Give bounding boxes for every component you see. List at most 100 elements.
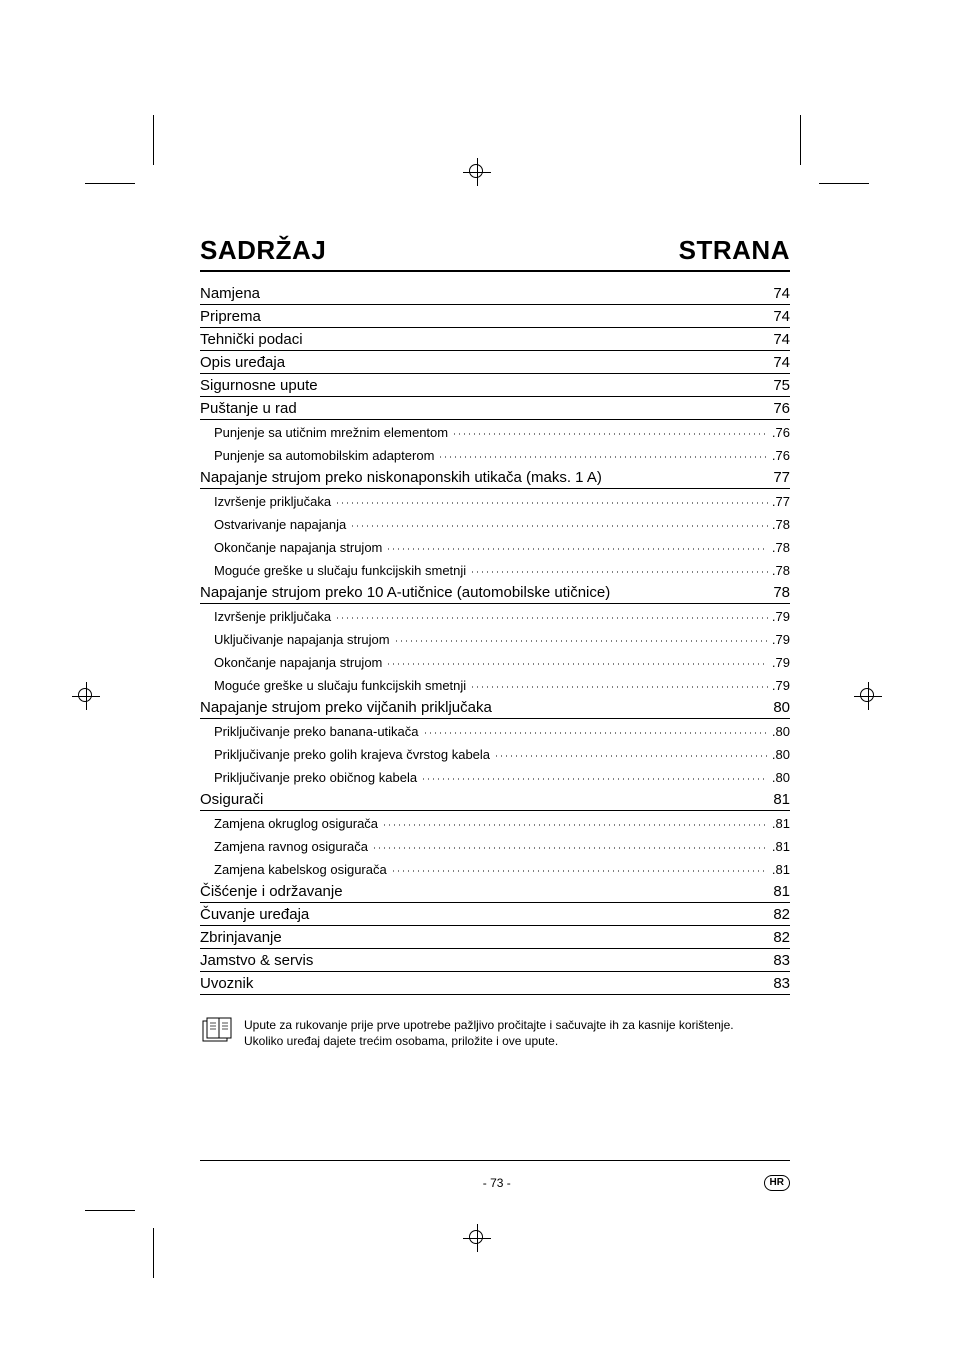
toc-sub-page: .80 bbox=[772, 747, 790, 762]
toc-sub-label: Zamjena kabelskog osigurača bbox=[214, 862, 387, 877]
toc-leader-dots bbox=[423, 723, 768, 736]
toc-section-page: 82 bbox=[762, 929, 790, 946]
toc-section-label: Sigurnosne upute bbox=[200, 377, 318, 394]
toc-leader-dots bbox=[421, 769, 768, 782]
crop-mark bbox=[153, 115, 154, 165]
toc-sub-row: Zamjena kabelskog osigurača .81 bbox=[214, 857, 790, 880]
toc-sub-label: Uključivanje napajanja strujom bbox=[214, 632, 390, 647]
language-badge: HR bbox=[764, 1175, 790, 1191]
footer-rule bbox=[200, 1160, 790, 1161]
toc-section-page: 74 bbox=[762, 354, 790, 371]
toc-section-row: Sigurnosne upute 75 bbox=[200, 374, 790, 397]
toc-sub-label: Okončanje napajanja strujom bbox=[214, 655, 382, 670]
toc-sub-label: Moguće greške u slučaju funkcijskih smet… bbox=[214, 678, 466, 693]
crop-mark bbox=[800, 115, 801, 165]
toc-section-label: Napajanje strujom preko 10 A-utičnice (a… bbox=[200, 584, 610, 601]
crop-mark bbox=[85, 1210, 135, 1211]
registration-mark bbox=[854, 682, 882, 710]
toc-leader-dots bbox=[452, 424, 768, 437]
toc-sub-page: .81 bbox=[772, 839, 790, 854]
toc-sub-label: Izvršenje priključaka bbox=[214, 609, 331, 624]
toc-section-row: Osigurači81 bbox=[200, 788, 790, 811]
toc-sub-page: .76 bbox=[772, 425, 790, 440]
toc-sub-page: .80 bbox=[772, 770, 790, 785]
toc-section-row: Napajanje strujom preko 10 A-utičnice (a… bbox=[200, 581, 790, 604]
registration-mark bbox=[463, 1224, 491, 1252]
registration-mark bbox=[72, 682, 100, 710]
toc-sub-label: Izvršenje priključaka bbox=[214, 494, 331, 509]
toc-section-label: Zbrinjavanje bbox=[200, 929, 282, 946]
toc-section-row: Čišćenje i održavanje 81 bbox=[200, 880, 790, 903]
toc-leader-dots bbox=[391, 861, 768, 874]
page-content: SADRŽAJ STRANA Namjena74Priprema74Tehnič… bbox=[200, 235, 790, 1049]
note-line-1: Upute za rukovanje prije prve upotrebe p… bbox=[244, 1017, 734, 1033]
note-line-2: Ukoliko uređaj dajete trećim osobama, pr… bbox=[244, 1033, 734, 1049]
toc-section-row: Jamstvo & servis83 bbox=[200, 949, 790, 972]
toc-section-page: 83 bbox=[762, 952, 790, 969]
toc-section-page: 75 bbox=[762, 377, 790, 394]
toc-sub-page: .79 bbox=[772, 609, 790, 624]
toc-section-label: Čišćenje i održavanje bbox=[200, 883, 343, 900]
toc-sub-label: Okončanje napajanja strujom bbox=[214, 540, 382, 555]
crop-mark bbox=[819, 183, 869, 184]
toc-sub-row: Priključivanje preko golih krajeva čvrst… bbox=[214, 742, 790, 765]
toc-sub-page: .78 bbox=[772, 540, 790, 555]
toc-sub-row: Zamjena okruglog osigurača .81 bbox=[214, 811, 790, 834]
toc-section-label: Osigurači bbox=[200, 791, 263, 808]
toc-section-page: 74 bbox=[762, 331, 790, 348]
toc-section-page: 74 bbox=[762, 285, 790, 302]
toc-sub-row: Okončanje napajanja strujom .78 bbox=[214, 535, 790, 558]
toc-section-row: Tehnički podaci 74 bbox=[200, 328, 790, 351]
toc-section-label: Namjena bbox=[200, 285, 260, 302]
toc-sub-row: Izvršenje priključaka .79 bbox=[214, 604, 790, 627]
toc-sub-row: Priključivanje preko običnog kabela .80 bbox=[214, 765, 790, 788]
toc-section-page: 82 bbox=[762, 906, 790, 923]
toc-sub-label: Punjenje sa automobilskim adapterom bbox=[214, 448, 434, 463]
toc-sub-label: Priključivanje preko običnog kabela bbox=[214, 770, 417, 785]
toc-leader-dots bbox=[382, 815, 768, 828]
toc-sub-label: Priključivanje preko golih krajeva čvrst… bbox=[214, 747, 490, 762]
toc-sub-row: Punjenje sa utičnim mrežnim elementom .76 bbox=[214, 420, 790, 443]
toc-list: Namjena74Priprema74Tehnički podaci74Opis… bbox=[200, 282, 790, 995]
toc-section-row: Namjena 74 bbox=[200, 282, 790, 305]
toc-section-row: Zbrinjavanje 82 bbox=[200, 926, 790, 949]
toc-sub-label: Ostvarivanje napajanja bbox=[214, 517, 346, 532]
toc-section-label: Napajanje strujom preko vijčanih priklju… bbox=[200, 699, 492, 716]
heading-left: SADRŽAJ bbox=[200, 235, 326, 266]
toc-leader-dots bbox=[438, 447, 768, 460]
toc-section-page: 81 bbox=[762, 883, 790, 900]
toc-leader-dots bbox=[386, 654, 768, 667]
toc-section-page: 76 bbox=[762, 400, 790, 417]
toc-section-label: Priprema bbox=[200, 308, 261, 325]
note-block: Upute za rukovanje prije prve upotrebe p… bbox=[200, 1017, 790, 1049]
toc-sub-row: Okončanje napajanja strujom .79 bbox=[214, 650, 790, 673]
toc-sub-row: Moguće greške u slučaju funkcijskih smet… bbox=[214, 673, 790, 696]
page-footer: - 73 - HR bbox=[200, 1160, 790, 1191]
toc-heading: SADRŽAJ STRANA bbox=[200, 235, 790, 272]
toc-sub-label: Zamjena okruglog osigurača bbox=[214, 816, 378, 831]
toc-leader-dots bbox=[335, 493, 768, 506]
toc-section-label: Puštanje u rad bbox=[200, 400, 297, 417]
toc-sub-label: Punjenje sa utičnim mrežnim elementom bbox=[214, 425, 448, 440]
toc-sub-row: Ostvarivanje napajanja.78 bbox=[214, 512, 790, 535]
toc-section-label: Uvoznik bbox=[200, 975, 253, 992]
toc-section-row: Uvoznik83 bbox=[200, 972, 790, 995]
toc-leader-dots bbox=[386, 539, 768, 552]
toc-sub-page: .76 bbox=[772, 448, 790, 463]
crop-mark bbox=[153, 1228, 154, 1278]
toc-section-label: Tehnički podaci bbox=[200, 331, 303, 348]
toc-sub-page: .81 bbox=[772, 816, 790, 831]
toc-section-row: Priprema 74 bbox=[200, 305, 790, 328]
toc-sub-page: .81 bbox=[772, 862, 790, 877]
toc-sub-row: Izvršenje priključaka.77 bbox=[214, 489, 790, 512]
toc-section-page: 74 bbox=[762, 308, 790, 325]
toc-leader-dots bbox=[494, 746, 768, 759]
toc-sub-page: .79 bbox=[772, 655, 790, 670]
toc-sub-page: .80 bbox=[772, 724, 790, 739]
toc-leader-dots bbox=[394, 631, 768, 644]
toc-sub-row: Priključivanje preko banana-utikača.80 bbox=[214, 719, 790, 742]
toc-sub-row: Zamjena ravnog osigurača.81 bbox=[214, 834, 790, 857]
heading-right: STRANA bbox=[679, 235, 790, 266]
toc-sub-row: Uključivanje napajanja strujom.79 bbox=[214, 627, 790, 650]
registration-mark bbox=[463, 158, 491, 186]
